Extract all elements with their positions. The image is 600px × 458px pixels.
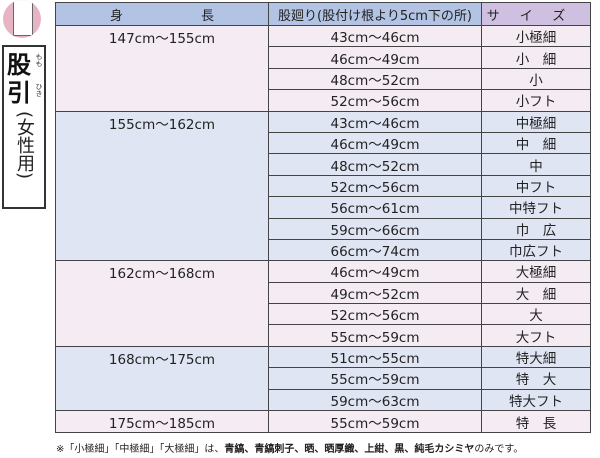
- waist-range: 66cm～74cm: [268, 238, 482, 262]
- footnote: ※「小極細」「中極細」「大極細」は、青縞、青縞刺子、晒、晒厚織、上紺、黒、純毛カ…: [56, 440, 523, 455]
- waist-range: 59cm～66cm: [268, 217, 482, 240]
- note-fabrics: 青縞、青縞刺子、晒、晒厚織、上紺、黒、純毛カシミヤ: [224, 444, 475, 455]
- table-row: 46cm～49cm 中 細: [56, 131, 591, 155]
- table-row: 52cm～56cm 大: [56, 303, 591, 326]
- size-name: 大 細: [481, 281, 591, 305]
- waist-range: 56cm～61cm: [268, 196, 482, 219]
- waist-range: 46cm～49cm: [268, 260, 482, 283]
- product-subtitle: (女性用): [14, 111, 35, 180]
- table-row: 49cm～52cm 大 細: [56, 281, 591, 305]
- ruby-momo: もも: [35, 53, 43, 67]
- size-name: 特 長: [481, 410, 591, 434]
- note-prefix: ※「小極細」「中極細」「大極細」は、: [56, 444, 225, 455]
- header-height: 身 長: [55, 2, 269, 26]
- waist-range: 52cm～56cm: [268, 89, 482, 112]
- waist-range: 46cm～49cm: [268, 131, 482, 155]
- size-name: 大フト: [481, 324, 591, 347]
- table-row: 55cm～59cm 特 大: [56, 367, 591, 390]
- size-name: 中特フト: [481, 196, 591, 219]
- size-name: 特 大: [481, 367, 591, 390]
- waist-range: 55cm～59cm: [268, 410, 482, 434]
- size-name: 中 細: [481, 131, 591, 155]
- waist-range: 52cm～56cm: [268, 174, 482, 198]
- waist-range: 55cm～59cm: [268, 367, 482, 390]
- size-name: 巾広フト: [481, 238, 591, 262]
- height-range: 155cm～162cm: [55, 110, 269, 262]
- height-range: 147cm～155cm: [55, 25, 269, 112]
- table-row: 175cm～185cm 55cm～59cm 特 長: [55, 410, 591, 434]
- size-name: 小極細: [481, 24, 591, 48]
- waist-range: 43cm～46cm: [268, 110, 482, 133]
- size-name: 小 細: [481, 46, 591, 69]
- waist-range: 59cm～63cm: [268, 388, 482, 412]
- height-range: 162cm～168cm: [55, 260, 269, 347]
- ruby-hiki: ひき: [35, 83, 43, 97]
- size-name: 大極細: [481, 260, 591, 283]
- note-suffix: のみです。: [474, 444, 524, 455]
- size-table: 身 長 股廻り(股付け根より5cm下の所) サイズ 147cm～155cm 43c…: [55, 2, 591, 434]
- table-row: 48cm～52cm 中: [56, 153, 591, 176]
- waist-range: 51cm～55cm: [268, 345, 482, 369]
- waist-range: 43cm～46cm: [268, 24, 482, 48]
- size-name: 巾 広: [481, 217, 591, 240]
- table-row: 52cm～56cm 小フト: [56, 89, 591, 112]
- waist-range: 49cm～52cm: [268, 281, 482, 305]
- waist-range: 55cm～59cm: [268, 324, 482, 347]
- height-range: 168cm～175cm: [55, 345, 269, 412]
- height-range: 175cm～185cm: [55, 410, 269, 434]
- waist-range: 48cm～52cm: [268, 67, 482, 91]
- size-name: 特大フト: [481, 388, 591, 412]
- waist-range: 48cm～52cm: [268, 153, 482, 176]
- table-row: 168cm～175cm 51cm～55cm 特大細: [55, 345, 591, 412]
- table-row: 59cm～63cm 特大フト: [56, 388, 591, 412]
- table-row: 55cm～59cm 大フト: [56, 324, 591, 347]
- size-name: 中: [481, 153, 591, 176]
- waist-range: 52cm～56cm: [268, 303, 482, 326]
- garment-icon: [3, 0, 41, 38]
- table-row: 162cm～168cm 46cm～49cm 大極細: [55, 260, 591, 347]
- table-row: 66cm～74cm 巾広フト: [56, 238, 591, 262]
- size-name: 小: [481, 67, 591, 91]
- size-name: 中極細: [481, 110, 591, 133]
- size-name: 特大細: [481, 345, 591, 369]
- size-name: 大: [481, 303, 591, 326]
- table-row: 155cm～162cm 43cm～46cm 中極細: [55, 110, 591, 262]
- header-waist: 股廻り(股付け根より5cm下の所): [268, 2, 482, 26]
- header-size: サイズ: [481, 2, 591, 26]
- table-row: 46cm～49cm 小 細: [56, 46, 591, 69]
- size-name: 中フト: [481, 174, 591, 198]
- table-row: 147cm～155cm 43cm～46cm 小極細: [55, 24, 591, 112]
- product-title: 股引: [7, 51, 31, 107]
- size-name: 小フト: [481, 89, 591, 112]
- waist-range: 46cm～49cm: [268, 46, 482, 69]
- label-box: 股引 もも ひき (女性用): [2, 45, 46, 209]
